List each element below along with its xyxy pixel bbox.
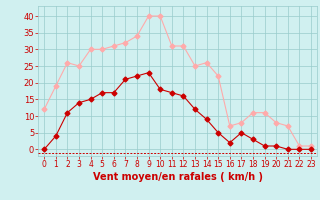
X-axis label: Vent moyen/en rafales ( km/h ): Vent moyen/en rafales ( km/h ) [92,172,263,182]
